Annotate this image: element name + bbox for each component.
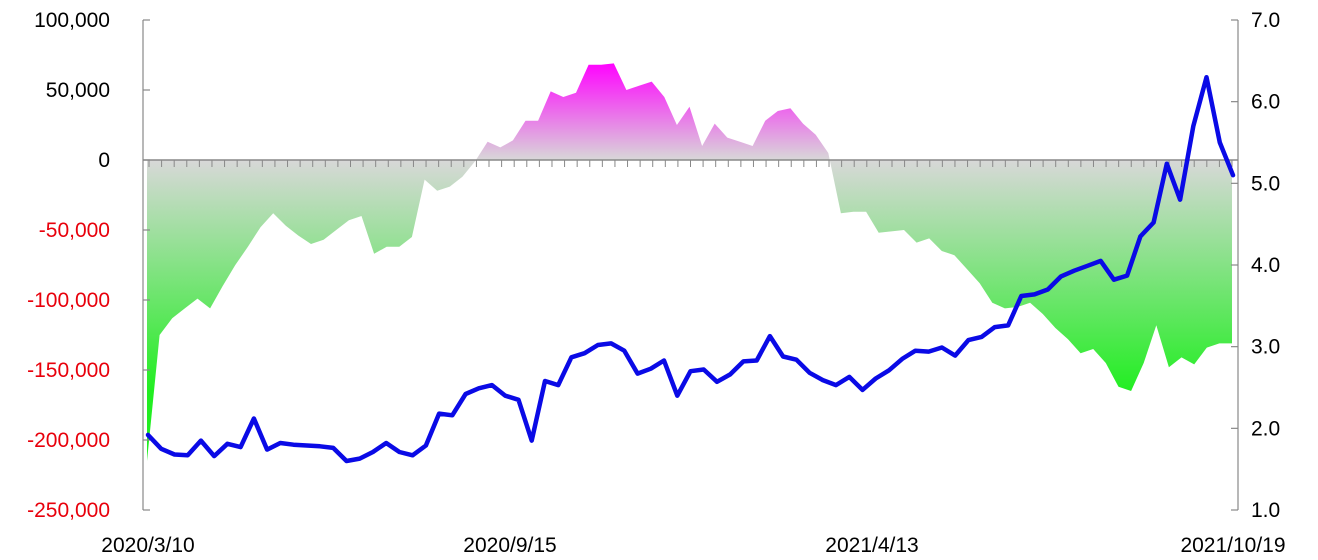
x-axis-label: 2020/9/15 [463,534,556,557]
right-axis-label: 2.0 [1251,417,1280,440]
right-axis-label: 5.0 [1251,172,1280,195]
left-axis-label: 50,000 [46,79,110,102]
x-axis-label: 2020/3/10 [101,534,194,557]
x-axis-label: 2021/4/13 [825,534,918,557]
left-axis-label: -50,000 [39,219,110,242]
left-axis-label: -200,000 [27,429,110,452]
right-axis-label: 1.0 [1251,499,1280,522]
x-axis-labels: 2020/3/10 2020/9/15 2021/4/13 2021/10/19 [101,534,1285,557]
right-axis-label: 6.0 [1251,91,1280,114]
left-axis-label: 0 [98,149,110,172]
left-axis-label: -150,000 [27,359,110,382]
axes [142,19,1239,511]
left-axis-label: 100,000 [34,9,110,32]
right-axis-labels: 7.0 6.0 5.0 4.0 3.0 2.0 1.0 [1251,9,1280,522]
left-axis-labels: 100,000 50,000 0 -50,000 -100,000 -150,000 -20… [27,9,110,522]
price-line-series [145,74,1236,464]
net-position-negative-area [147,160,1232,461]
left-axis-label: -250,000 [27,499,110,522]
right-axis-label: 3.0 [1251,336,1280,359]
left-axis-label: -100,000 [27,289,110,312]
x-axis-label: 2021/10/19 [1180,534,1285,557]
right-axis-label: 7.0 [1251,9,1280,32]
right-axis-label: 4.0 [1251,254,1280,277]
price-line [145,74,1236,464]
net-position-area [147,63,1232,461]
net-position-positive-area [147,63,1232,160]
